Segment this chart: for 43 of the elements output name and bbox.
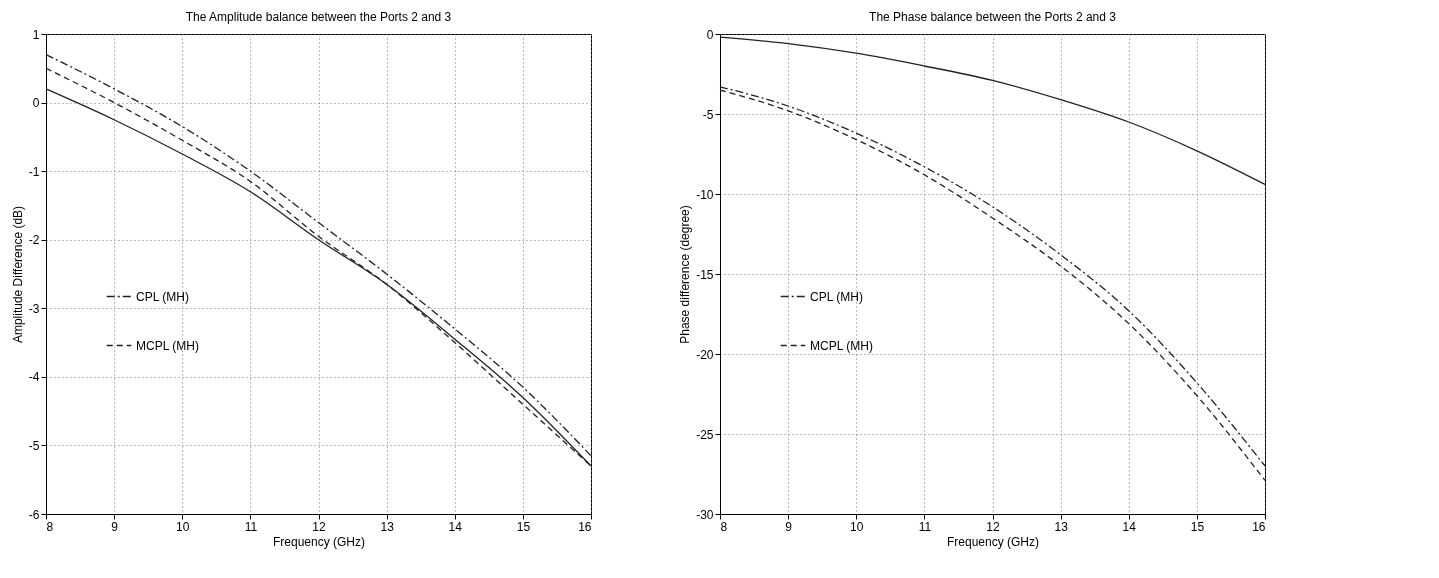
y-tick-label: -2 [28, 233, 40, 248]
x-tick-label: 13 [1054, 519, 1069, 534]
x-tick-label: 15 [516, 519, 531, 534]
x-tick-label: 12 [986, 519, 1000, 534]
x-tick-label: 9 [111, 519, 119, 534]
y-tick-label: -3 [28, 301, 40, 316]
y-tick-label: -15 [696, 267, 714, 282]
chart-title: The Amplitude balance between the Ports 2 and 3 [185, 10, 452, 24]
x-tick-label: 14 [1122, 519, 1137, 534]
x-axis-title: Frequency (GHz) [946, 534, 1040, 549]
x-tick-label: 10 [850, 519, 864, 534]
x-tick-label: 11 [244, 519, 258, 534]
y-tick-label: -30 [696, 507, 714, 522]
y-axis-title: Phase difference (degree) [678, 205, 693, 344]
legend-label: MCPL (MH) [136, 338, 199, 353]
legend-label: CPL (MH) [136, 289, 189, 304]
x-tick-label: 15 [1190, 519, 1205, 534]
y-tick-label: -6 [28, 507, 40, 522]
y-tick-label: -4 [28, 370, 40, 385]
x-axis-title: Frequency (GHz) [272, 534, 366, 549]
y-tick-label: -5 [28, 438, 40, 453]
x-tick-label: 16 [1252, 519, 1266, 534]
y-axis-title: Amplitude Difference (dB) [10, 205, 25, 344]
y-tick-label: 0 [32, 96, 40, 111]
y-tick-label: -5 [702, 107, 714, 122]
x-tick-label: 16 [578, 519, 592, 534]
x-tick-label: 8 [46, 519, 54, 534]
y-tick-label: -25 [696, 427, 714, 442]
y-tick-label: -1 [28, 164, 40, 179]
x-tick-label: 11 [918, 519, 932, 534]
x-tick-label: 8 [720, 519, 728, 534]
chart-title: The Phase balance between the Ports 2 and 3 [869, 10, 1117, 24]
x-tick-label: 14 [448, 519, 463, 534]
y-tick-label: -20 [696, 347, 714, 362]
x-tick-label: 9 [785, 519, 793, 534]
y-tick-label: -10 [696, 187, 714, 202]
x-tick-label: 12 [312, 519, 326, 534]
x-tick-label: 10 [176, 519, 190, 534]
x-tick-label: 13 [380, 519, 395, 534]
legend-label: CPL (MH) [810, 289, 863, 304]
y-tick-label: 1 [32, 27, 40, 42]
y-tick-label: 0 [706, 27, 714, 42]
legend-label: MCPL (MH) [810, 338, 873, 353]
